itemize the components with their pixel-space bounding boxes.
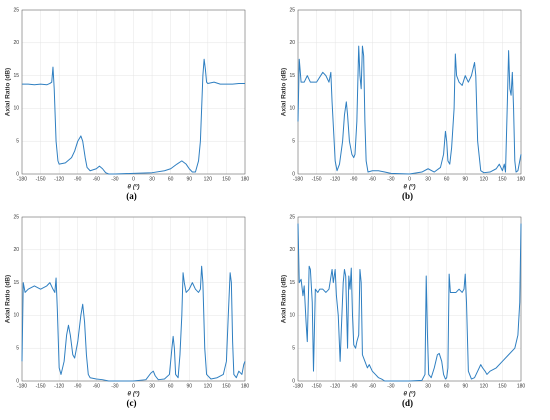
x-tick-label: -150 xyxy=(36,383,46,389)
x-tick-label: -90 xyxy=(350,383,357,389)
x-tick-label: 60 xyxy=(444,383,450,389)
x-tick-label: 0 xyxy=(132,383,135,389)
data-line xyxy=(297,223,522,382)
x-tick-label: -180 xyxy=(17,383,27,389)
x-tick-label: -120 xyxy=(330,176,340,182)
x-tick-label: 0 xyxy=(408,383,411,389)
x-tick-label: 60 xyxy=(168,383,174,389)
x-tick-label: 120 xyxy=(204,383,213,389)
x-tick-label: 150 xyxy=(498,176,507,182)
x-tick-label: 30 xyxy=(149,176,155,182)
x-tick-label: -120 xyxy=(54,383,64,389)
x-tick-label: 90 xyxy=(186,176,192,182)
y-tick-label: 25 xyxy=(13,7,19,13)
panel: 0 5 10 15 20 25 -180 -150 -120 -90 -60 -30 0 30 60 90 12… xyxy=(5,7,250,201)
x-tick-label: 0 xyxy=(132,176,135,182)
y-tick-label: 15 xyxy=(13,73,19,79)
x-tick-label: 0 xyxy=(408,176,411,182)
x-tick-label: 180 xyxy=(517,176,526,182)
x-tick-label: 150 xyxy=(222,383,231,389)
data-line xyxy=(22,58,245,175)
y-tick-label: 25 xyxy=(13,214,19,220)
y-tick-label: 20 xyxy=(289,247,295,253)
y-tick-label: 0 xyxy=(292,171,295,177)
y-tick-label: 0 xyxy=(16,378,19,384)
panel: 0 5 10 15 20 25 -180 -150 -120 -90 -60 -30 0 30 60 90 12… xyxy=(281,214,526,408)
x-tick-label: 120 xyxy=(480,176,489,182)
y-axis-label: Axial Ratio (dB) xyxy=(281,275,288,323)
x-tick-label: 60 xyxy=(444,176,450,182)
x-axis-label: θ (º) xyxy=(127,184,139,191)
caption: (c) xyxy=(127,398,137,408)
x-tick-label: 180 xyxy=(241,383,250,389)
x-tick-label: -180 xyxy=(293,176,303,182)
x-tick-label: -60 xyxy=(93,383,100,389)
x-tick-label: -30 xyxy=(387,383,394,389)
x-tick-label: 180 xyxy=(517,383,526,389)
x-tick-label: -180 xyxy=(17,176,27,182)
x-tick-label: -120 xyxy=(54,176,64,182)
x-tick-label: -30 xyxy=(387,176,394,182)
x-axis-label: θ (º) xyxy=(403,391,415,398)
x-tick-label: -90 xyxy=(350,176,357,182)
axes-box xyxy=(21,9,246,175)
y-tick-label: 10 xyxy=(13,313,19,319)
y-axis-label: Axial Ratio (dB) xyxy=(5,275,12,323)
y-tick-label: 15 xyxy=(13,280,19,286)
data-line xyxy=(297,45,522,175)
y-tick-label: 25 xyxy=(289,7,295,13)
x-tick-label: -150 xyxy=(36,176,46,182)
y-tick-label: 15 xyxy=(289,73,295,79)
x-tick-label: -60 xyxy=(93,176,100,182)
x-tick-label: -150 xyxy=(312,383,322,389)
x-tick-label: 30 xyxy=(425,176,431,182)
x-tick-label: 30 xyxy=(425,383,431,389)
y-tick-label: 5 xyxy=(16,139,19,145)
y-tick-label: 10 xyxy=(13,106,19,112)
y-tick-label: 20 xyxy=(289,40,295,46)
x-tick-label: -30 xyxy=(111,383,118,389)
x-tick-label: 180 xyxy=(241,176,250,182)
x-axis-label: θ (º) xyxy=(127,391,139,398)
x-tick-label: -150 xyxy=(312,176,322,182)
y-tick-label: 20 xyxy=(13,40,19,46)
x-tick-label: -30 xyxy=(111,176,118,182)
x-tick-label: 90 xyxy=(462,176,468,182)
caption: (b) xyxy=(402,191,413,201)
x-tick-label: 90 xyxy=(186,383,192,389)
panel: 0 5 10 15 20 25 -180 -150 -120 -90 -60 -30 0 30 60 90 12… xyxy=(5,214,250,408)
x-tick-label: 120 xyxy=(480,383,489,389)
x-tick-label: -60 xyxy=(369,383,376,389)
x-tick-label: -90 xyxy=(74,383,81,389)
y-tick-label: 0 xyxy=(292,378,295,384)
y-tick-label: 25 xyxy=(289,214,295,220)
x-tick-label: -90 xyxy=(74,176,81,182)
data-line xyxy=(21,265,246,382)
y-axis-label: Axial Ratio (dB) xyxy=(281,68,288,116)
y-axis-label: Axial Ratio (dB) xyxy=(5,68,12,116)
x-tick-label: 30 xyxy=(149,383,155,389)
x-tick-label: -120 xyxy=(330,383,340,389)
y-tick-label: 0 xyxy=(16,171,19,177)
x-tick-label: 60 xyxy=(168,176,174,182)
x-tick-label: 90 xyxy=(462,383,468,389)
caption: (a) xyxy=(126,191,137,201)
x-tick-label: -60 xyxy=(369,176,376,182)
x-tick-label: -180 xyxy=(293,383,303,389)
y-tick-label: 10 xyxy=(289,106,295,112)
panel: 0 5 10 15 20 25 -180 -150 -120 -90 -60 -30 0 30 60 90 12… xyxy=(281,7,526,201)
y-tick-label: 5 xyxy=(16,346,19,352)
caption: (d) xyxy=(402,398,413,408)
x-tick-label: 150 xyxy=(498,383,507,389)
y-tick-label: 15 xyxy=(289,280,295,286)
y-tick-label: 5 xyxy=(292,346,295,352)
y-tick-label: 5 xyxy=(292,139,295,145)
y-tick-label: 10 xyxy=(289,313,295,319)
x-tick-label: 120 xyxy=(204,176,213,182)
x-tick-label: 150 xyxy=(222,176,231,182)
y-tick-label: 20 xyxy=(13,247,19,253)
x-axis-label: θ (º) xyxy=(403,184,415,191)
